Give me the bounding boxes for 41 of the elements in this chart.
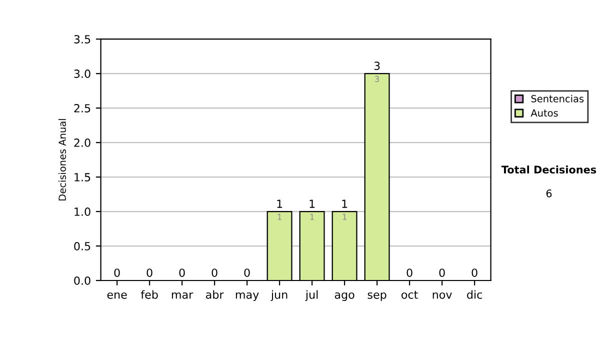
x-tick-label: mar — [172, 292, 194, 299]
y-tick-label: 1.5 — [74, 173, 90, 182]
total-label: 0 — [244, 268, 250, 277]
x-tick-label: ago — [334, 292, 354, 301]
y-tick-label: 3.0 — [74, 70, 90, 78]
data-label: 3 — [375, 76, 380, 82]
x-tick-label: dic — [467, 290, 482, 299]
total-label: 0 — [114, 268, 120, 277]
x-tick-label: may — [236, 292, 259, 301]
total-label: 0 — [439, 268, 445, 277]
data-label: 1 — [310, 214, 314, 220]
x-tick-label: jul — [305, 290, 318, 301]
text: Total Decisiones — [501, 165, 596, 174]
y-axis-title: Decisiones Anual — [58, 119, 66, 200]
y-tick-label: 2.0 — [74, 138, 90, 147]
total-label: 1 — [310, 200, 315, 208]
y-tick-label: 3.5 — [74, 35, 90, 44]
data-label: 1 — [342, 214, 346, 220]
x-tick-label: abr — [206, 290, 224, 299]
total-label: 1 — [342, 200, 348, 208]
y-tick-label: 0.5 — [74, 242, 90, 250]
total-label: 0 — [406, 268, 412, 277]
total-label: 0 — [179, 268, 185, 277]
x-tick-label: jun — [270, 290, 288, 301]
y-tick-label: 0.0 — [74, 276, 90, 285]
y-tick-label: 1.0 — [74, 208, 90, 216]
data-label: 1 — [278, 214, 282, 220]
total-label: 0 — [472, 268, 478, 277]
total-label: 3 — [374, 62, 380, 70]
x-tick-label: oct — [402, 290, 418, 299]
x-tick-label: sep — [368, 292, 386, 301]
total-label: 0 — [146, 268, 152, 277]
total-label: 0 — [212, 268, 218, 277]
y-tick-label: 2.5 — [74, 104, 90, 112]
legend-label: Autos — [530, 109, 558, 117]
x-tick-label: ene — [107, 292, 127, 299]
x-tick-label: feb — [140, 290, 158, 299]
legend-label: Sentencias — [531, 94, 584, 102]
total-label: 1 — [277, 200, 282, 208]
x-tick-label: nov — [432, 292, 452, 299]
text: 6 — [546, 189, 552, 198]
